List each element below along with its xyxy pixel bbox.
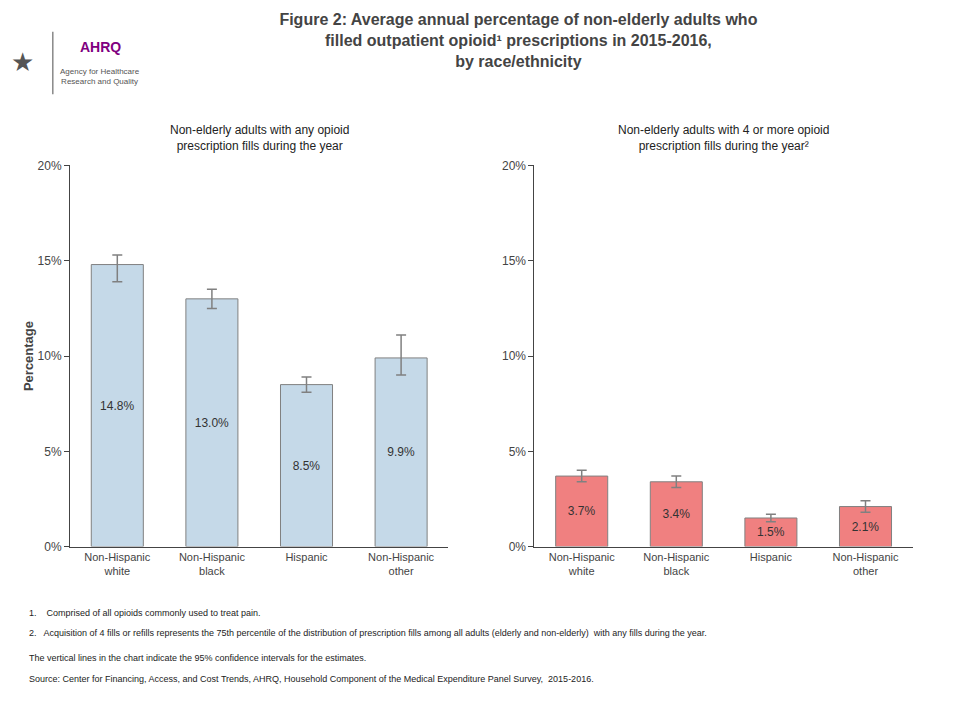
svg-text:5%: 5% <box>509 444 527 458</box>
svg-text:1. Comprised of all opioids: 1. Comprised of all opioids commonly use… <box>29 608 261 618</box>
svg-text:Non-Hispanicblack: Non-Hispanicblack <box>179 551 246 577</box>
svg-text:The vertical lines in the char: The vertical lines in the chart indicate… <box>29 653 366 663</box>
svg-text:Source: Center for Financing,: Source: Center for Financing, Access, an… <box>29 674 594 684</box>
svg-text:Figure 2: Average annual perce: Figure 2: Average annual percentage of n… <box>279 11 757 70</box>
svg-text:Non-Hispanicother: Non-Hispanicother <box>368 551 435 577</box>
svg-text:10%: 10% <box>38 349 62 363</box>
svg-text:Non-Hispanicother: Non-Hispanicother <box>832 551 899 577</box>
svg-text:AHRQ: AHRQ <box>80 39 121 55</box>
svg-text:Hispanic: Hispanic <box>750 551 793 563</box>
svg-text:3.4%: 3.4% <box>662 507 690 521</box>
svg-text:Non-Hispanicblack: Non-Hispanicblack <box>643 551 710 577</box>
svg-text:★: ★ <box>11 47 34 77</box>
svg-text:2.1%: 2.1% <box>852 520 880 534</box>
svg-text:9.9%: 9.9% <box>387 445 415 459</box>
svg-text:13.0%: 13.0% <box>195 416 229 430</box>
svg-text:0%: 0% <box>509 540 527 554</box>
svg-text:20%: 20% <box>38 159 62 173</box>
svg-text:0%: 0% <box>44 540 62 554</box>
svg-text:1.5%: 1.5% <box>757 525 785 539</box>
svg-text:5%: 5% <box>44 444 62 458</box>
svg-text:Non-elderly adults with any op: Non-elderly adults with any opioidprescr… <box>170 123 349 153</box>
svg-text:Hispanic: Hispanic <box>285 551 328 563</box>
svg-text:15%: 15% <box>38 254 62 268</box>
svg-text:20%: 20% <box>502 159 526 173</box>
svg-text:Non-Hispanicwhite: Non-Hispanicwhite <box>84 551 151 577</box>
svg-text:Non-Hispanicwhite: Non-Hispanicwhite <box>549 551 616 577</box>
svg-text:10%: 10% <box>502 349 526 363</box>
svg-text:2. Acquisition of 4 fills or: 2. Acquisition of 4 fills or refills rep… <box>29 628 707 638</box>
svg-text:8.5%: 8.5% <box>293 459 321 473</box>
svg-text:Non-elderly adults with 4 or m: Non-elderly adults with 4 or more opioid… <box>618 123 829 153</box>
svg-text:15%: 15% <box>502 254 526 268</box>
svg-text:14.8%: 14.8% <box>100 399 134 413</box>
svg-text:Agency for HealthcareResearch: Agency for HealthcareResearch and Qualit… <box>60 67 140 86</box>
svg-text:Percentage: Percentage <box>21 321 36 391</box>
svg-text:3.7%: 3.7% <box>568 504 596 518</box>
